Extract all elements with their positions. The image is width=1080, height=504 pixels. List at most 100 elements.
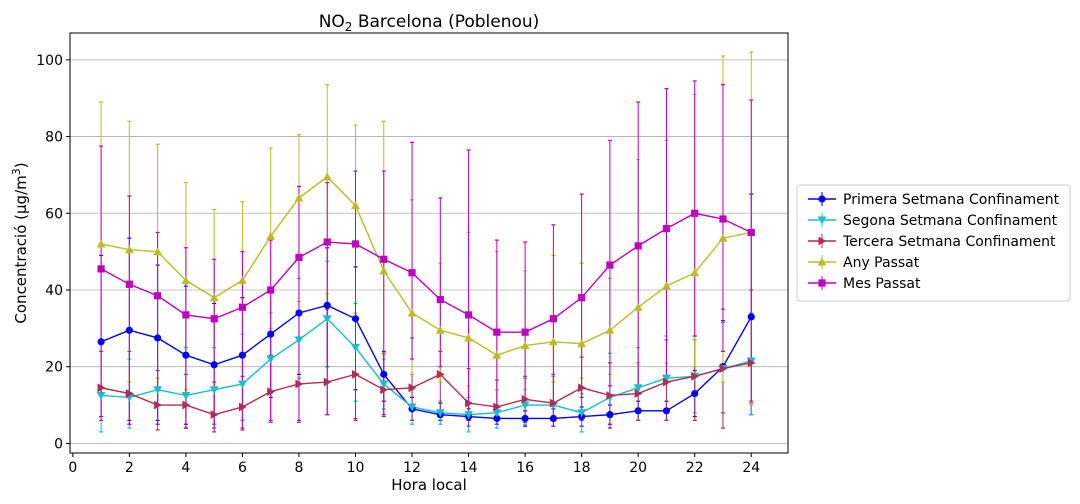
data-point-tercera-setmana-confinament — [408, 383, 417, 393]
data-point-any-passat — [718, 233, 728, 242]
data-point-primera-setmana-confinament — [97, 338, 105, 346]
data-point-primera-setmana-confinament — [351, 315, 360, 323]
data-point-mes-passat — [380, 255, 388, 263]
data-point-segona-setmana-confinament — [181, 391, 191, 400]
data-point-mes-passat — [408, 269, 416, 277]
data-point-segona-setmana-confinament — [379, 380, 389, 389]
y-tick-label: 100 — [36, 53, 63, 69]
x-tick-label: 14 — [460, 460, 478, 476]
data-point-tercera-setmana-confinament — [634, 389, 643, 398]
data-point-primera-setmana-confinament — [380, 370, 388, 378]
data-point-any-passat — [294, 193, 304, 202]
data-point-any-passat — [407, 308, 417, 317]
data-point-mes-passat — [267, 286, 275, 294]
data-point-tercera-setmana-confinament — [662, 377, 671, 387]
legend-marker-any-passat — [817, 257, 827, 266]
data-point-any-passat — [209, 293, 219, 302]
data-point-mes-passat — [436, 295, 444, 304]
data-point-primera-setmana-confinament — [154, 334, 162, 342]
data-point-primera-setmana-confinament — [238, 351, 247, 359]
data-point-mes-passat — [549, 315, 557, 323]
data-point-primera-setmana-confinament — [747, 313, 755, 321]
data-point-tercera-setmana-confinament — [691, 371, 700, 381]
x-tick-label: 16 — [516, 460, 534, 476]
data-point-any-passat — [124, 245, 134, 254]
data-point-any-passat — [351, 201, 360, 210]
data-point-primera-setmana-confinament — [606, 411, 614, 419]
x-tick-label: 6 — [238, 460, 247, 476]
data-point-tercera-setmana-confinament — [182, 400, 191, 410]
data-point-segona-setmana-confinament — [96, 391, 106, 400]
data-point-primera-setmana-confinament — [662, 407, 671, 415]
data-point-segona-setmana-confinament — [351, 344, 360, 352]
x-tick-label: 18 — [573, 460, 591, 476]
legend-label-mes-passat: Mes Passat — [843, 276, 921, 292]
legend-marker-primera-setmana-confinament — [818, 195, 826, 203]
y-tick-label: 40 — [45, 283, 63, 299]
legend-box — [796, 184, 1071, 302]
data-point-primera-setmana-confinament — [210, 361, 218, 369]
data-point-mes-passat — [747, 228, 755, 237]
data-point-any-passat — [153, 247, 163, 256]
data-point-tercera-setmana-confinament — [125, 389, 134, 398]
data-point-primera-setmana-confinament — [267, 330, 275, 338]
data-point-any-passat — [96, 239, 106, 248]
plot-frame — [69, 32, 789, 454]
data-point-tercera-setmana-confinament — [719, 364, 728, 374]
legend-label-any-passat: Any Passat — [843, 255, 920, 271]
y-tick-label: 0 — [54, 436, 63, 452]
data-point-segona-setmana-confinament — [492, 409, 502, 418]
data-point-mes-passat — [323, 238, 331, 246]
legend-marker-tercera-setmana-confinament — [818, 236, 827, 246]
data-point-segona-setmana-confinament — [266, 355, 276, 364]
data-point-any-passat — [379, 266, 389, 275]
series-line-any-passat — [100, 175, 752, 356]
data-point-mes-passat — [154, 292, 162, 300]
data-point-any-passat — [577, 339, 587, 348]
data-point-mes-passat — [493, 328, 501, 336]
data-point-segona-setmana-confinament — [520, 401, 530, 410]
data-point-mes-passat — [182, 311, 190, 319]
y-tick-label: 60 — [45, 206, 63, 222]
data-point-primera-setmana-confinament — [493, 414, 501, 423]
data-point-mes-passat — [634, 242, 642, 250]
data-point-any-passat — [662, 281, 671, 290]
x-tick-label: 20 — [629, 460, 647, 476]
data-point-segona-setmana-confinament — [407, 403, 417, 412]
data-point-primera-setmana-confinament — [521, 414, 529, 423]
data-point-primera-setmana-confinament — [295, 309, 303, 317]
data-point-any-passat — [520, 341, 530, 350]
data-point-tercera-setmana-confinament — [267, 387, 276, 397]
series-line-segona-setmana-confinament — [101, 317, 752, 416]
data-point-any-passat — [605, 325, 615, 334]
data-point-mes-passat — [719, 215, 727, 223]
data-point-segona-setmana-confinament — [322, 315, 332, 324]
data-point-any-passat — [181, 275, 191, 284]
data-point-any-passat — [464, 333, 473, 342]
y-axis-ticks: 0 20 40 60 80 100 — [36, 53, 70, 452]
data-point-segona-setmana-confinament — [153, 386, 163, 395]
data-point-tercera-setmana-confinament — [351, 369, 360, 379]
legend-label-segona-setmana-confinament: Segona Setmana Confinament — [843, 213, 1058, 229]
x-tick-label: 2 — [125, 460, 134, 476]
data-point-primera-setmana-confinament — [125, 326, 133, 334]
x-axis-ticks: 0 2 4 6 8 10 12 14 16 18 20 22 24 — [68, 453, 760, 476]
legend-label-primera-setmana-confinament: Primera Setmana Confinament — [843, 192, 1060, 208]
legend-items: Primera Setmana Confinament Segona Setman… — [808, 192, 1060, 292]
data-point-mes-passat — [125, 280, 133, 288]
data-point-segona-setmana-confinament — [238, 380, 247, 389]
x-tick-label: 4 — [181, 460, 190, 476]
data-point-mes-passat — [210, 315, 218, 323]
legend: Primera Setmana Confinament Segona Setman… — [796, 184, 1071, 302]
grid — [70, 59, 788, 444]
data-point-segona-setmana-confinament — [577, 409, 587, 418]
data-point-segona-setmana-confinament — [633, 384, 643, 393]
data-point-tercera-setmana-confinament — [97, 383, 106, 393]
data-point-any-passat — [690, 268, 700, 277]
data-point-mes-passat — [691, 209, 699, 217]
series-line-tercera-setmana-confinament — [100, 362, 752, 416]
series-lines — [100, 175, 752, 420]
data-point-tercera-setmana-confinament — [436, 369, 445, 379]
data-point-any-passat — [492, 350, 502, 359]
